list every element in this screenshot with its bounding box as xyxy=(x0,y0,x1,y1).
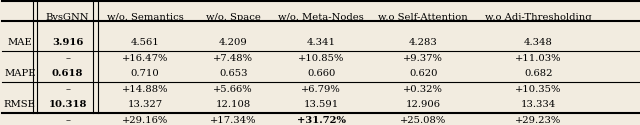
Text: 0.620: 0.620 xyxy=(409,69,437,78)
Text: +29.23%: +29.23% xyxy=(515,116,562,125)
Text: –: – xyxy=(65,85,70,94)
Text: 4.283: 4.283 xyxy=(409,38,438,47)
Text: 4.209: 4.209 xyxy=(219,38,248,47)
Text: MAPE: MAPE xyxy=(4,69,36,78)
Text: 0.682: 0.682 xyxy=(524,69,553,78)
Text: 0.710: 0.710 xyxy=(131,69,159,78)
Text: 10.318: 10.318 xyxy=(49,100,87,109)
Text: +0.32%: +0.32% xyxy=(403,85,443,94)
Text: +25.08%: +25.08% xyxy=(400,116,446,125)
Text: w/o. Semantics: w/o. Semantics xyxy=(107,13,184,22)
Text: w/o. Space: w/o. Space xyxy=(205,13,260,22)
Text: RMSE: RMSE xyxy=(4,100,36,109)
Text: +10.85%: +10.85% xyxy=(298,54,344,63)
Text: +31.72%: +31.72% xyxy=(297,116,346,125)
Text: BysGNN: BysGNN xyxy=(46,13,90,22)
Text: 13.327: 13.327 xyxy=(127,100,163,109)
Text: +17.34%: +17.34% xyxy=(210,116,257,125)
Text: –: – xyxy=(65,116,70,125)
Text: 12.108: 12.108 xyxy=(216,100,251,109)
Text: MAE: MAE xyxy=(8,38,32,47)
Text: +5.66%: +5.66% xyxy=(213,85,253,94)
Text: 4.561: 4.561 xyxy=(131,38,159,47)
Text: +7.48%: +7.48% xyxy=(213,54,253,63)
Text: 0.660: 0.660 xyxy=(307,69,335,78)
Text: w.o Adj-Thresholding: w.o Adj-Thresholding xyxy=(485,13,592,22)
Text: –: – xyxy=(65,54,70,63)
Text: w/o. Meta-Nodes: w/o. Meta-Nodes xyxy=(278,13,364,22)
Text: w.o Self-Attention: w.o Self-Attention xyxy=(378,13,468,22)
Text: +14.88%: +14.88% xyxy=(122,85,168,94)
Text: +9.37%: +9.37% xyxy=(403,54,443,63)
Text: 4.348: 4.348 xyxy=(524,38,553,47)
Text: +6.79%: +6.79% xyxy=(301,85,341,94)
Text: 13.334: 13.334 xyxy=(521,100,556,109)
Text: 12.906: 12.906 xyxy=(406,100,441,109)
Text: 3.916: 3.916 xyxy=(52,38,83,47)
Text: +10.35%: +10.35% xyxy=(515,85,562,94)
Text: 0.618: 0.618 xyxy=(52,69,83,78)
Text: 13.591: 13.591 xyxy=(303,100,339,109)
Text: 4.341: 4.341 xyxy=(307,38,335,47)
Text: +16.47%: +16.47% xyxy=(122,54,168,63)
Text: +29.16%: +29.16% xyxy=(122,116,168,125)
Text: 0.653: 0.653 xyxy=(219,69,248,78)
Text: +11.03%: +11.03% xyxy=(515,54,562,63)
